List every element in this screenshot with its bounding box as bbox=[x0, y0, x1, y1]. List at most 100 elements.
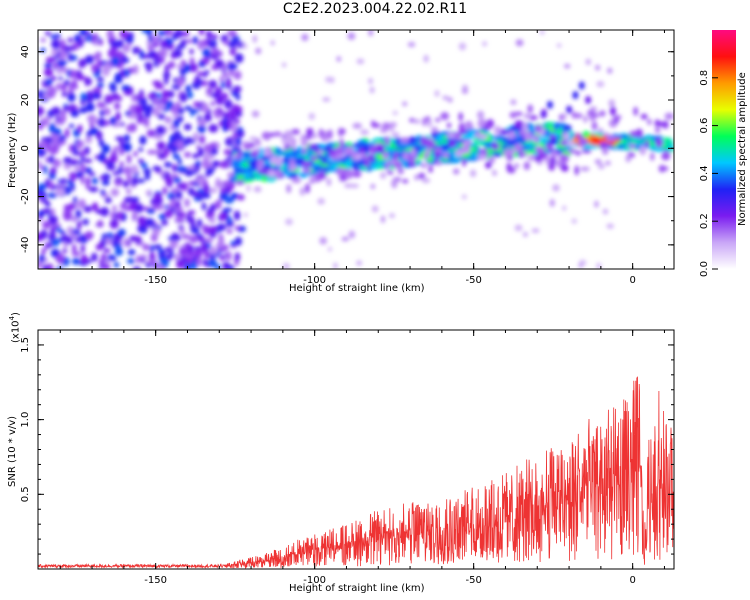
snr-y-multiplier: (x104) bbox=[8, 312, 22, 343]
spectrogram-halo-blob bbox=[550, 150, 559, 158]
spectrogram-noise-blob bbox=[183, 64, 191, 73]
spectrogram-noise-blob bbox=[94, 52, 101, 61]
spectrogram-signal-blob bbox=[616, 133, 628, 139]
spectrogram-halo-blob bbox=[313, 147, 319, 154]
spectrogram-noise-blob bbox=[40, 137, 51, 142]
spectrogram-noise-blob bbox=[113, 262, 120, 268]
spectrogram-noise-blob bbox=[107, 48, 117, 58]
spectrogram-halo-blob bbox=[529, 115, 538, 121]
spectrogram-noise-blob bbox=[161, 89, 169, 100]
spectrogram-noise-blob bbox=[231, 120, 237, 130]
spectrogram-noise-blob bbox=[139, 254, 148, 259]
spectrogram-halo-blob bbox=[351, 151, 358, 160]
spectrogram-noise-blob bbox=[46, 142, 51, 152]
spectrogram-noise-blob bbox=[222, 116, 228, 126]
spectrogram-noise-blob bbox=[68, 45, 76, 52]
spectrogram-noise-blob bbox=[192, 132, 199, 142]
spectrogram-noise-blob bbox=[233, 210, 241, 221]
spectrogram-noise-blob bbox=[131, 211, 138, 220]
spectrogram-noise-blob bbox=[89, 127, 99, 135]
snr-x-tick-label: -100 bbox=[303, 575, 326, 586]
spectrogram-noise-blob bbox=[563, 63, 571, 69]
spectrogram-noise-blob bbox=[122, 44, 131, 53]
spectrogram-noise-blob bbox=[184, 169, 194, 177]
spectrogram-halo-blob bbox=[613, 114, 622, 120]
spectrogram-noise-blob bbox=[132, 46, 139, 55]
spectrogram-noise-blob bbox=[205, 172, 210, 177]
spectrogram-noise-blob bbox=[607, 67, 613, 74]
spectrogram-noise-blob bbox=[402, 101, 408, 107]
spectrogram-noise-blob bbox=[205, 88, 213, 93]
spectrogram-noise-blob bbox=[552, 184, 560, 192]
spectrogram-noise-blob bbox=[72, 143, 78, 153]
spectrogram-noise-blob bbox=[152, 34, 159, 44]
spectrogram-noise-blob bbox=[301, 33, 309, 42]
spectrogram-halo-blob bbox=[477, 153, 487, 161]
spectrogram-noise-blob bbox=[108, 37, 115, 44]
spectrogram-noise-blob bbox=[176, 207, 184, 212]
spectrogram-noise-blob bbox=[80, 163, 86, 173]
spectrogram-halo-blob bbox=[659, 165, 669, 172]
spectrogram-noise-blob bbox=[139, 135, 147, 145]
spectrogram-noise-blob bbox=[83, 36, 89, 42]
spectrogram-halo-blob bbox=[359, 129, 369, 135]
spectrogram-noise-blob bbox=[124, 69, 131, 77]
spectrogram-noise-blob bbox=[193, 249, 203, 257]
spectrogram-noise-blob bbox=[132, 64, 139, 75]
colorbar-tick-label: 0.4 bbox=[699, 165, 710, 181]
spectrogram-noise-blob bbox=[139, 226, 146, 234]
spectrogram-noise-blob bbox=[44, 78, 53, 86]
spectrogram-halo-blob bbox=[555, 160, 563, 167]
spectrogram-noise-blob bbox=[174, 101, 182, 109]
spectrogram-noise-blob bbox=[392, 110, 399, 116]
spectrogram-noise-blob bbox=[172, 153, 180, 160]
spectrogram-noise-blob bbox=[113, 95, 123, 101]
spectrogram-halo-blob bbox=[414, 174, 420, 181]
spectrogram-halo-blob bbox=[603, 131, 609, 137]
spectrogram-halo-blob bbox=[629, 143, 636, 149]
spectrogram-noise-blob bbox=[175, 211, 181, 217]
spectrogram-noise-blob bbox=[121, 85, 131, 91]
spectrogram-noise-blob bbox=[147, 104, 154, 114]
spectrogram-noise-blob bbox=[204, 237, 214, 243]
snr-x-label: Height of straight line (km) bbox=[289, 583, 425, 594]
spectrogram-signal-blob bbox=[358, 140, 368, 146]
spectrogram-noise-blob bbox=[368, 78, 373, 85]
spectrogram-signal-blob bbox=[662, 137, 672, 144]
spectrogram-halo-blob bbox=[589, 114, 595, 121]
spectrogram-noise-blob bbox=[187, 187, 195, 196]
spectrogram-noise-blob bbox=[135, 255, 141, 264]
spectrogram-halo-blob bbox=[533, 134, 540, 144]
spectrogram-signal-blob bbox=[660, 143, 670, 149]
spectrogram-halo-blob bbox=[435, 117, 441, 123]
spectrogram-halo-blob bbox=[368, 154, 374, 162]
spectrogram-noise-blob bbox=[562, 205, 567, 211]
spectrogram-noise-blob bbox=[201, 102, 209, 113]
spectrogram-halo-blob bbox=[559, 153, 570, 163]
spectrogram-noise-blob bbox=[224, 251, 232, 261]
spectrogram-noise-blob bbox=[220, 254, 225, 262]
spectrogram-noise-blob bbox=[221, 72, 230, 78]
spectrogram-noise-blob bbox=[51, 106, 61, 116]
spectrogram-noise-blob bbox=[197, 188, 205, 193]
spectrogram-noise-blob bbox=[48, 122, 56, 133]
spectrogram-noise-blob bbox=[55, 187, 66, 196]
spectrogram-halo-blob bbox=[409, 157, 416, 165]
spectrogram-noise-blob bbox=[200, 192, 211, 199]
spectrogram-halo-blob bbox=[559, 139, 567, 147]
spectrogram-noise-blob bbox=[171, 84, 181, 90]
spectrogram-noise-blob bbox=[145, 62, 153, 73]
spectrogram-signal-blob bbox=[562, 124, 572, 129]
spectrogram-noise-blob bbox=[95, 209, 106, 215]
spectrogram-noise-blob bbox=[64, 128, 70, 138]
spectrogram-noise-blob bbox=[348, 230, 356, 239]
spectrogram-noise-blob bbox=[78, 106, 88, 114]
spectrogram-noise-blob bbox=[229, 48, 237, 56]
spectrogram-halo-blob bbox=[236, 151, 241, 161]
spectrogram-halo-blob bbox=[597, 128, 604, 134]
spectrogram-halo-blob bbox=[514, 143, 523, 152]
spectrogram-halo-blob bbox=[609, 106, 616, 116]
spectrogram-noise-blob bbox=[97, 117, 106, 128]
spectrogram-noise-blob bbox=[605, 160, 611, 166]
spectrogram-halo-blob bbox=[386, 170, 394, 175]
